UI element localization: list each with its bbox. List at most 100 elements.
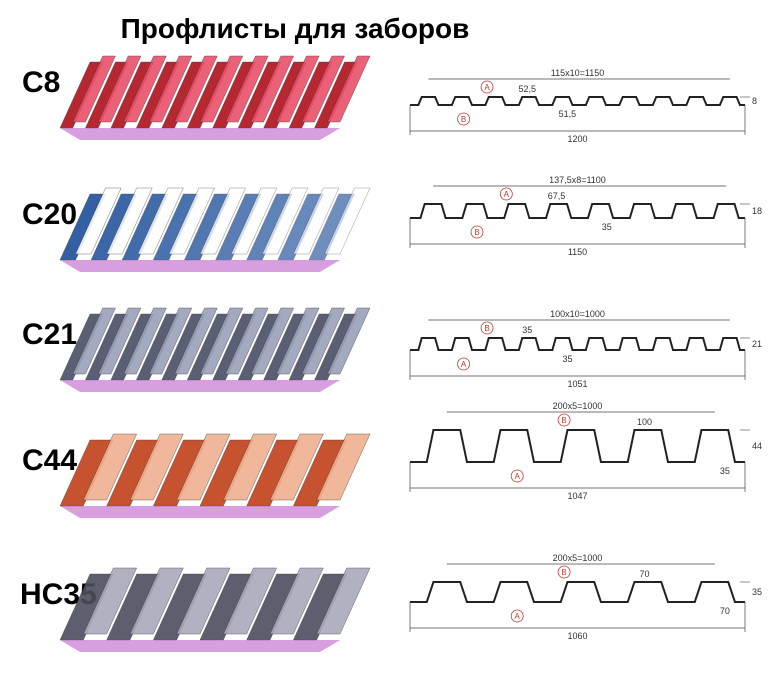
sheet-rib [223, 567, 277, 635]
sheet-image [59, 307, 371, 392]
detail-dimension: 52,5 [518, 84, 536, 94]
profile-outline [410, 337, 745, 351]
sheet-rib [225, 55, 269, 123]
detail-dimension: 35 [602, 222, 612, 232]
marker-circle [510, 609, 524, 623]
sheet-rib [261, 187, 309, 255]
sheet-image [59, 433, 371, 518]
profile-outline [410, 203, 745, 219]
height-dimension: 35 [752, 587, 762, 597]
sheet-rib [199, 55, 244, 123]
sheet-shadow [60, 640, 340, 652]
marker-circle [457, 357, 471, 371]
sheet-rib [83, 433, 137, 501]
sheet-rib [225, 307, 269, 375]
sheet-rib [83, 567, 137, 635]
marker-circle [557, 565, 571, 579]
sheet-rib [250, 307, 294, 375]
title: Профлисты для заборов [121, 13, 470, 44]
sheet-rib [293, 187, 340, 255]
marker-letter: A [461, 360, 467, 369]
sheet-rib [269, 433, 324, 501]
detail-dimension: 35 [720, 466, 730, 476]
pitch-dimension: 115x10=1150 [551, 68, 604, 78]
marker-letter: B [484, 324, 489, 333]
detail-dimension: 51,5 [559, 109, 577, 119]
sheet-rib [316, 567, 371, 635]
sheet-rib [176, 433, 231, 501]
marker-letter: B [561, 416, 566, 425]
sheet-rib [97, 55, 142, 123]
marker-letter: A [515, 612, 521, 621]
sheet-rib [148, 55, 193, 123]
pitch-dimension: 200x5=1000 [553, 553, 603, 563]
sheet-rib [123, 307, 167, 375]
pitch-dimension: 137,5x8=1100 [549, 175, 606, 185]
marker-letter: B [474, 228, 479, 237]
height-dimension: 44 [752, 441, 762, 451]
sheet-rib [326, 307, 371, 375]
sheet-rib [269, 567, 324, 635]
sheet-rib [301, 307, 345, 375]
sheet-rib [223, 433, 277, 501]
sheet-rib [148, 307, 193, 375]
sheet-image [59, 187, 371, 272]
sheet-image [59, 55, 371, 140]
height-dimension: 8 [752, 96, 757, 106]
profile-outline [410, 429, 745, 463]
marker-letter: A [515, 472, 521, 481]
detail-dimension: 70 [720, 606, 730, 616]
sheet-shadow [60, 506, 340, 518]
marker-circle [480, 321, 494, 335]
sheet-rib [324, 187, 371, 255]
sheet-rib [174, 307, 218, 375]
marker-circle [557, 413, 571, 427]
sheet-rib [123, 55, 167, 123]
marker-letter: B [561, 568, 566, 577]
sheet-rib [176, 567, 231, 635]
detail-dimension: 35 [522, 325, 532, 335]
sheet-rib [106, 187, 153, 255]
profile-outline [410, 581, 745, 603]
sheet-rib [250, 55, 294, 123]
sheet-rib [301, 55, 345, 123]
width-dimension: 1051 [567, 379, 587, 389]
sheet-rib [230, 187, 277, 255]
width-dimension: 1047 [567, 491, 587, 501]
sheet-rib [129, 433, 184, 501]
marker-circle [480, 80, 494, 94]
detail-dimension: 70 [639, 569, 649, 579]
sheet-rib [199, 307, 244, 375]
pitch-dimension: 200x5=1000 [553, 401, 603, 411]
sheet-rib [174, 55, 218, 123]
pitch-dimension: 100x10=1000 [550, 309, 605, 319]
sheet-rib [75, 187, 122, 255]
sheet-rib [276, 55, 320, 123]
marker-circle [499, 187, 513, 201]
profile-label: C21 [22, 318, 77, 351]
profile-label: C20 [22, 198, 77, 231]
profile-label: C44 [22, 444, 77, 477]
sheet-rib [316, 433, 371, 501]
sheet-rib [326, 55, 371, 123]
marker-circle [510, 469, 524, 483]
marker-circle [470, 225, 484, 239]
sheet-shadow [60, 380, 340, 392]
height-dimension: 21 [752, 339, 762, 349]
sheet-rib [72, 55, 116, 123]
sheet-rib [168, 187, 215, 255]
width-dimension: 1200 [567, 134, 587, 144]
detail-dimension: 35 [562, 354, 572, 364]
marker-letter: A [484, 83, 490, 92]
profile-label: C8 [22, 66, 60, 99]
height-dimension: 18 [752, 206, 762, 216]
sheet-rib [97, 307, 142, 375]
width-dimension: 1060 [567, 631, 587, 641]
width-dimension: 1150 [568, 247, 587, 257]
marker-letter: B [461, 115, 466, 124]
detail-dimension: 100 [637, 417, 652, 427]
sheet-rib [72, 307, 116, 375]
sheet-image [59, 567, 371, 652]
sheet-rib [276, 307, 320, 375]
